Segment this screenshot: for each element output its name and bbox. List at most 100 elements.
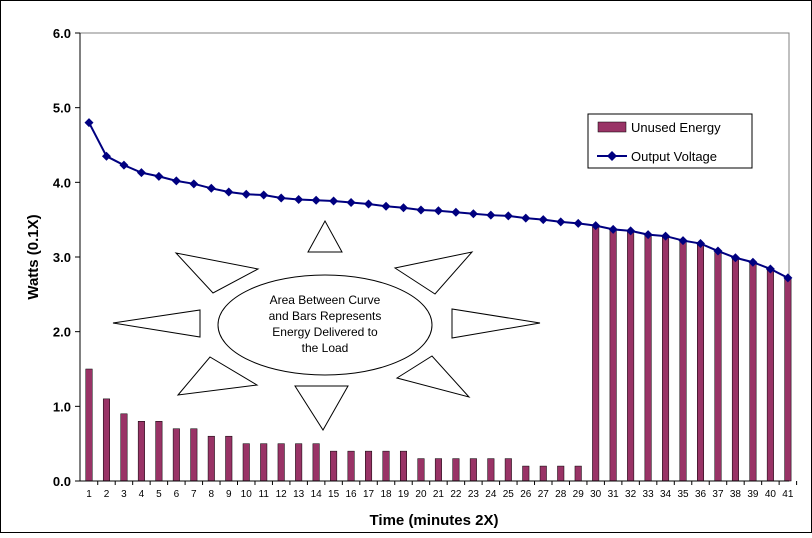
- bar: [627, 230, 635, 482]
- x-tick-label: 33: [643, 489, 655, 500]
- x-tick-label: 1: [86, 489, 92, 500]
- bar: [277, 443, 285, 482]
- line-point: [329, 196, 339, 206]
- bar: [749, 261, 757, 482]
- sun-ray-right: [451, 308, 541, 339]
- x-tick-label: 30: [590, 489, 602, 500]
- x-tick-label: 39: [747, 489, 759, 500]
- line-point: [783, 273, 793, 283]
- x-tick-label: 31: [608, 489, 620, 500]
- line-point: [678, 236, 688, 246]
- annotation-line-4: the Load: [302, 341, 349, 355]
- x-tick-label: 17: [363, 489, 375, 500]
- legend-marker-output-voltage: [607, 151, 617, 161]
- x-tick-label: 23: [468, 489, 480, 500]
- bar: [714, 250, 722, 482]
- bar: [487, 458, 495, 482]
- bar: [225, 435, 233, 482]
- y-tick-label: 6.0: [53, 26, 71, 41]
- y-axis-ticks: 0.0 1.0 2.0 3.0 4.0 5.0 6.0: [53, 26, 80, 489]
- annotation-line-1: Area Between Curve: [270, 293, 381, 307]
- x-tick-label: 25: [503, 489, 515, 500]
- line-point: [398, 203, 408, 213]
- line-point: [521, 213, 531, 223]
- sun-ray-bottom: [294, 385, 349, 431]
- annotation-ellipse: [217, 274, 433, 376]
- line-point: [276, 193, 286, 203]
- line-point: [503, 211, 513, 221]
- bar: [260, 443, 268, 482]
- x-tick-label: 26: [520, 489, 532, 500]
- line-point: [713, 246, 723, 256]
- line-point: [224, 187, 234, 197]
- x-tick-label: 20: [415, 489, 427, 500]
- line-point: [416, 205, 426, 215]
- x-tick-label: 4: [139, 489, 145, 500]
- x-tick-label: 11: [259, 489, 270, 500]
- line-point: [573, 218, 583, 228]
- line-point: [643, 230, 653, 240]
- line-point: [730, 253, 740, 263]
- x-tick-label: 6: [174, 489, 180, 500]
- bar: [417, 458, 425, 482]
- legend-label-unused-energy: Unused Energy: [631, 120, 721, 135]
- legend: Unused Energy Output Voltage: [587, 113, 753, 169]
- bar: [784, 277, 792, 482]
- x-tick-label: 29: [573, 489, 585, 500]
- line-point: [189, 179, 199, 189]
- x-tick-label: 19: [398, 489, 410, 500]
- bar: [330, 450, 338, 482]
- y-tick-label: 3.0: [53, 250, 71, 265]
- bar: [102, 398, 110, 482]
- line-point: [451, 207, 461, 217]
- bar: [697, 243, 705, 482]
- sun-ray-top: [307, 219, 343, 253]
- line-series-output-voltage: [84, 118, 793, 283]
- bar: [207, 435, 215, 482]
- y-tick-label: 0.0: [53, 474, 71, 489]
- y-tick-label: 2.0: [53, 325, 71, 340]
- x-tick-label: 36: [695, 489, 707, 500]
- line-point: [556, 217, 566, 227]
- bar: [609, 229, 617, 482]
- bar-series-unused-energy: [85, 226, 792, 482]
- bar: [312, 443, 320, 482]
- legend-label-output-voltage: Output Voltage: [631, 149, 717, 164]
- bar: [347, 450, 355, 482]
- line-point: [591, 221, 601, 231]
- legend-swatch-unused-energy: [597, 121, 627, 133]
- x-tick-label: 2: [104, 489, 110, 500]
- bar: [120, 413, 128, 482]
- bar: [557, 465, 565, 482]
- annotation-line-2: and Bars Represents: [269, 309, 382, 323]
- bar: [469, 458, 477, 482]
- line-point: [84, 118, 94, 128]
- line-point: [626, 226, 636, 236]
- bar: [137, 421, 145, 482]
- bar: [679, 240, 687, 482]
- line-point: [136, 168, 146, 178]
- y-tick-label: 5.0: [53, 101, 71, 116]
- bar: [522, 465, 530, 482]
- line-point: [661, 231, 671, 241]
- line-point: [346, 197, 356, 207]
- x-tick-label: 15: [328, 489, 340, 500]
- x-tick-label: 38: [730, 489, 742, 500]
- line-point: [765, 264, 775, 274]
- line-point: [294, 195, 304, 205]
- line-point: [468, 209, 478, 219]
- bar: [731, 257, 739, 482]
- bar: [434, 458, 442, 482]
- y-tick-label: 1.0: [53, 399, 71, 414]
- bar: [766, 268, 774, 482]
- x-tick-label: 16: [346, 489, 358, 500]
- line-point: [381, 201, 391, 211]
- sun-ray-bottom-right: [395, 355, 471, 398]
- x-tick-label: 21: [433, 489, 445, 500]
- line-point: [119, 160, 129, 170]
- bar: [452, 458, 460, 482]
- line-point: [154, 171, 164, 181]
- x-tick-label: 12: [276, 489, 288, 500]
- bar: [295, 443, 303, 482]
